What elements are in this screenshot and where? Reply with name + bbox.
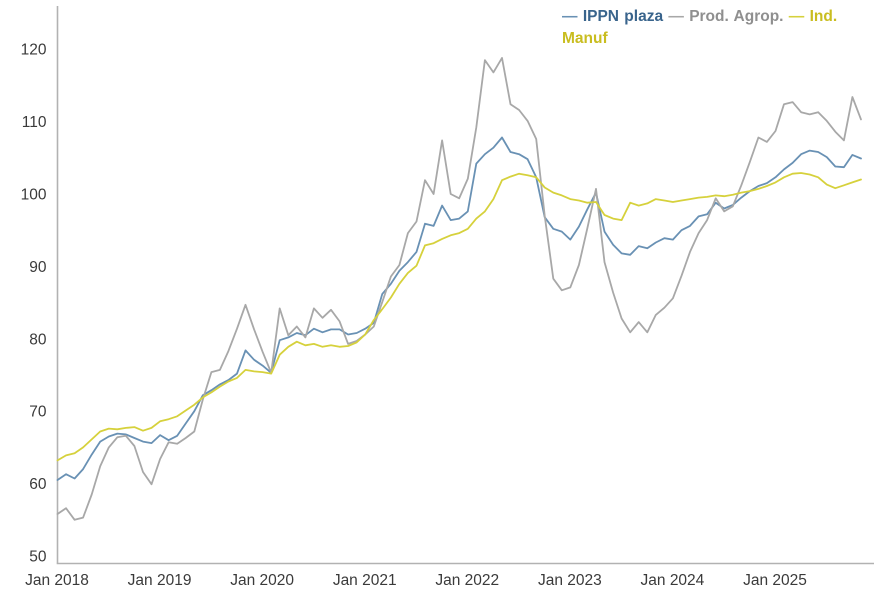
- legend-dash-icon: —: [668, 8, 690, 25]
- y-tick-label: 110: [22, 114, 47, 131]
- y-tick-label: 50: [29, 549, 47, 566]
- y-tick-label: 90: [29, 259, 47, 276]
- x-tick-label: Jan 2025: [743, 572, 807, 589]
- legend-dash-icon: —: [562, 8, 583, 25]
- legend-item[interactable]: — IPPN plaza: [562, 8, 668, 25]
- y-tick-label: 60: [29, 476, 47, 493]
- x-tick-label: Jan 2018: [25, 572, 89, 589]
- legend-label: IPPN plaza: [582, 8, 669, 25]
- x-tick-label: Jan 2020: [230, 572, 294, 589]
- y-tick-label: 100: [21, 187, 47, 204]
- x-tick-label: Jan 2021: [333, 572, 397, 589]
- series-line-ind-manuf: [56, 172, 862, 462]
- legend-dash-icon: —: [788, 8, 810, 25]
- legend-label: Prod. Agrop.: [689, 8, 789, 25]
- series-line-ippn-plaza: [56, 136, 862, 481]
- legend-label: Ind. Manuf: [562, 8, 838, 47]
- series-line-prod-agrop-: [56, 57, 862, 521]
- y-tick-label: 80: [29, 331, 47, 348]
- x-tick-label: Jan 2023: [538, 572, 602, 589]
- legend-item[interactable]: — Ind. Manuf: [562, 8, 837, 47]
- y-tick-label: 70: [29, 404, 47, 421]
- chart-legend: — IPPN plaza — Prod. Agrop. — Ind. Manuf: [562, 6, 882, 50]
- y-tick-label: 120: [21, 42, 47, 59]
- x-tick-label: Jan 2022: [435, 572, 499, 589]
- legend-item[interactable]: — Prod. Agrop.: [668, 8, 788, 25]
- x-tick-label: Jan 2024: [641, 572, 705, 589]
- x-tick-label: Jan 2019: [128, 572, 192, 589]
